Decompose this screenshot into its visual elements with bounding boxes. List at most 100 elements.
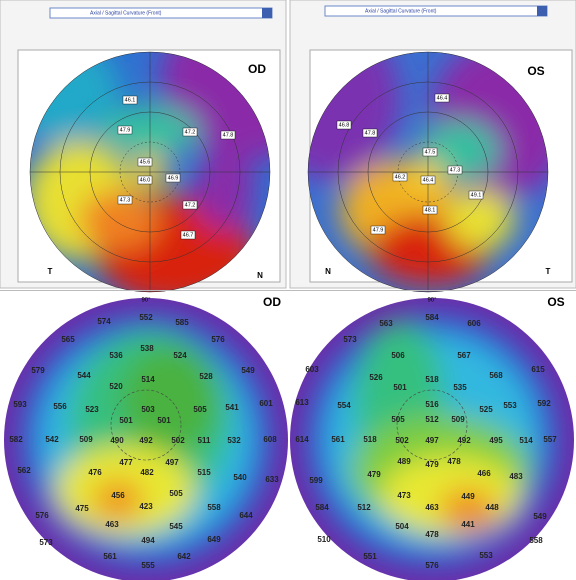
thickness-value: 554: [337, 401, 351, 410]
thickness-value: 544: [77, 371, 91, 380]
thickness-value: 477: [119, 458, 133, 467]
curvature-label: 47.3: [450, 167, 461, 173]
curvature-label: 47.5: [425, 149, 436, 155]
thickness-value: 518: [425, 375, 439, 384]
thickness-value: 441: [461, 520, 475, 529]
thickness-value: 463: [105, 520, 119, 529]
thickness-value: 649: [207, 535, 221, 544]
thickness-value: 463: [425, 503, 439, 512]
curvature-label: 46.8: [339, 122, 350, 128]
thickness-value: 608: [263, 435, 277, 444]
thickness-value: 545: [169, 522, 183, 531]
thickness-value: 466: [477, 469, 491, 478]
label-box: [180, 230, 196, 240]
side-label: T: [546, 267, 551, 276]
angle-label: 90°: [427, 298, 437, 304]
thickness-value: 576: [425, 561, 439, 570]
zone-circle: [110, 389, 468, 461]
thickness-value: 532: [227, 436, 241, 445]
curvature-label: 49.1: [471, 192, 482, 198]
thickness-value: 515: [197, 468, 211, 477]
thickness-value: 516: [425, 400, 439, 409]
label-box: [420, 175, 436, 185]
thickness-value: 558: [529, 536, 543, 545]
thickness-value: 505: [169, 489, 183, 498]
label-box: [434, 93, 450, 103]
curvature-label: 47.9: [120, 127, 131, 133]
thickness-value: 584: [315, 503, 329, 512]
thickness-value: 562: [17, 466, 31, 475]
thickness-value: 540: [233, 473, 247, 482]
dropdown-arrow[interactable]: [262, 8, 272, 18]
thickness-value: 482: [140, 468, 154, 477]
thickness-value: 478: [447, 457, 461, 466]
thickness-value: 573: [343, 335, 357, 344]
thickness-value: 536: [109, 351, 123, 360]
curvature-label: 47.3: [120, 197, 131, 203]
thickness-value: 524: [173, 351, 187, 360]
thickness-value: 553: [503, 401, 517, 410]
thickness-value: 449: [461, 492, 475, 501]
eye-label: OD: [263, 295, 281, 309]
thickness-value: 423: [139, 502, 153, 511]
thickness-value: 557: [543, 435, 557, 444]
thickness-value: 495: [489, 436, 503, 445]
label-box: [362, 128, 378, 138]
thickness-value: 523: [85, 405, 99, 414]
curvature-label: 47.2: [185, 202, 196, 208]
thickness-value: 478: [425, 530, 439, 539]
thickness-value: 592: [537, 399, 551, 408]
thickness-value: 582: [9, 435, 23, 444]
thickness-value: 633: [265, 475, 279, 484]
thickness-value: 512: [357, 503, 371, 512]
thickness-value: 568: [489, 371, 503, 380]
divider: [0, 290, 576, 291]
thickness-value: 601: [259, 399, 273, 408]
thickness-value: 561: [331, 435, 345, 444]
thickness-value: 561: [103, 552, 117, 561]
thickness-value: 603: [305, 365, 319, 374]
dropdown-arrow[interactable]: [537, 6, 547, 16]
label-box: [422, 147, 438, 157]
thickness-value: 538: [140, 344, 154, 353]
thickness-value: 585: [175, 318, 189, 327]
thickness-value: 606: [467, 319, 481, 328]
curvature-label: 47.8: [365, 130, 376, 136]
thickness-value: 514: [141, 375, 155, 384]
grid: [29, 51, 549, 293]
curvature-label: 48.1: [425, 207, 436, 213]
thickness-value: 565: [61, 335, 75, 344]
label-box: [370, 225, 386, 235]
side-label: T: [48, 267, 53, 276]
label-box: [117, 195, 133, 205]
thickness-value: 505: [193, 405, 207, 414]
curvature-label: 46.1: [125, 97, 136, 103]
thickness-value: 558: [207, 503, 221, 512]
thickness-value: 504: [395, 522, 409, 531]
thickness-value: 501: [393, 383, 407, 392]
label-box: [422, 205, 438, 215]
thickness-value: 502: [395, 436, 409, 445]
thickness-value: 574: [97, 317, 111, 326]
thickness-value: 497: [165, 458, 179, 467]
thickness-value: 542: [45, 435, 59, 444]
thickness-value: 553: [479, 551, 493, 560]
thickness-value: 456: [111, 491, 125, 500]
thickness-value: 510: [317, 535, 331, 544]
thickness-value: 473: [397, 491, 411, 500]
thickness-value: 526: [369, 373, 383, 382]
thickness-value: 501: [119, 416, 133, 425]
eye-label: OS: [547, 295, 564, 309]
dropdown-text: Axial / Sagittal Curvature (Front): [90, 10, 162, 16]
thickness-value: 642: [177, 552, 191, 561]
thickness-value: 535: [453, 383, 467, 392]
thickness-value: 490: [110, 436, 124, 445]
label-box: [468, 190, 484, 200]
thickness-value: 509: [79, 435, 93, 444]
pachymetry-map: [4, 298, 288, 580]
curvature-label: 46.4: [437, 95, 448, 101]
label-box: [117, 125, 133, 135]
thickness-value: 483: [509, 472, 523, 481]
thickness-value: 512: [425, 415, 439, 424]
